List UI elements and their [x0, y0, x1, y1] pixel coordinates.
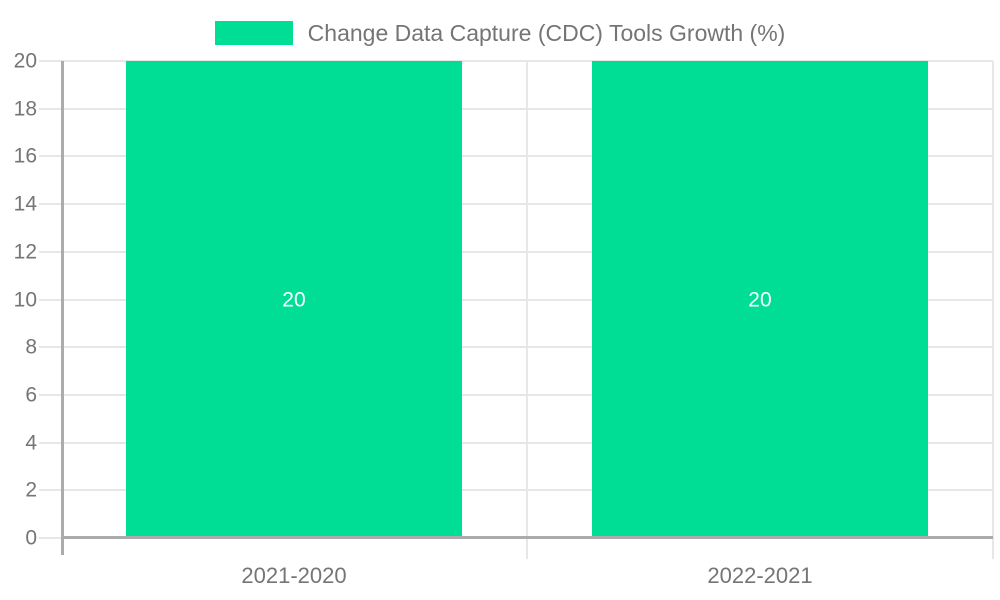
h-gridline: [39, 489, 993, 492]
h-gridline: [39, 60, 993, 62]
h-gridline: [39, 441, 993, 444]
y-tick-label: 0: [25, 526, 37, 550]
bar[interactable]: 20: [591, 61, 929, 538]
y-tick-label: 4: [25, 431, 37, 455]
legend: Change Data Capture (CDC) Tools Growth (…: [0, 21, 1000, 45]
h-gridline: [39, 155, 993, 158]
legend-swatch: [214, 21, 293, 45]
y-tick-label: 20: [13, 49, 37, 73]
plot-right-border-line: [992, 61, 994, 559]
y-axis-line: [61, 61, 64, 555]
bar[interactable]: 20: [125, 61, 463, 538]
h-gridline: [39, 298, 993, 301]
h-gridline: [39, 203, 993, 206]
bar-value-label: 20: [748, 288, 772, 311]
plot-area: 0 2 4 6 8 10 12 14 16 18 20 20 2021-2020 20 2022-2021: [14, 51, 994, 587]
y-tick-label: 14: [13, 192, 37, 216]
y-tick-label: 10: [13, 288, 37, 311]
y-tick-label: 2: [25, 478, 37, 502]
x-tick-label: 2022-2021: [707, 563, 813, 588]
bar-value-label: 20: [282, 288, 306, 311]
h-gridline: [39, 393, 993, 396]
y-tick-label: 16: [13, 144, 37, 168]
h-gridline: [39, 250, 993, 253]
y-tick-label: 18: [13, 97, 37, 121]
x-axis-line: [61, 536, 993, 539]
y-tick-label: 12: [13, 240, 37, 264]
category-boundary-line: [526, 61, 528, 559]
x-tick-label: 2021-2020: [241, 563, 347, 588]
h-gridline: [39, 346, 993, 349]
legend-label: Change Data Capture (CDC) Tools Growth (…: [307, 20, 786, 46]
y-tick-label: 6: [25, 383, 37, 407]
h-gridline: [39, 107, 993, 110]
y-tick-label: 8: [25, 335, 37, 359]
